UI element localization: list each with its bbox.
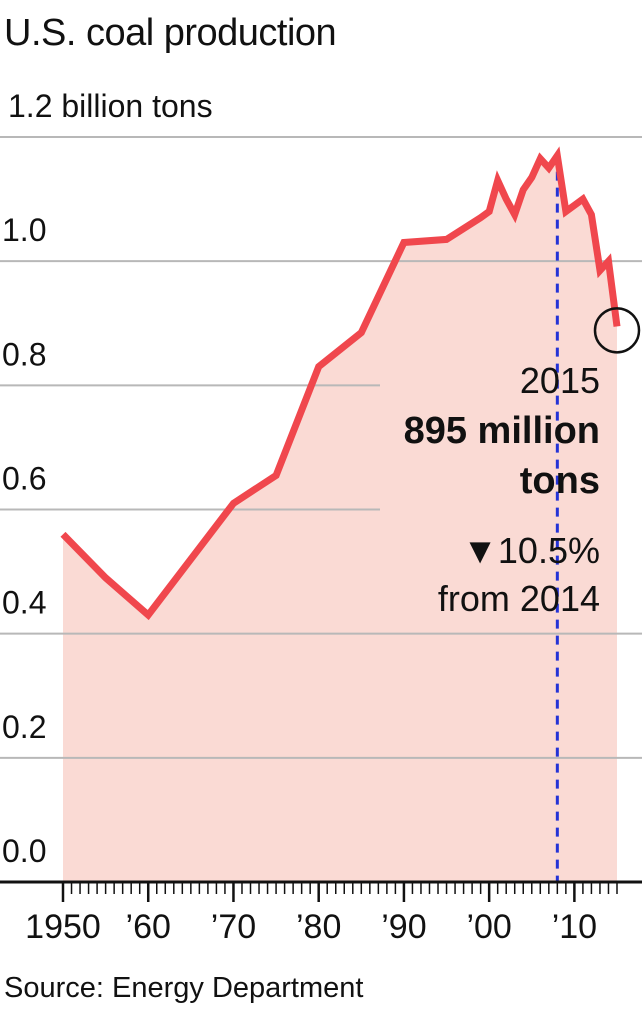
y-tick-label: 0.8	[2, 336, 46, 372]
y-tick-label: 0.4	[2, 585, 46, 621]
series-line	[60, 146, 621, 621]
annotation-year: 2015	[520, 360, 600, 401]
annotation-change: ▼10.5%	[462, 530, 600, 571]
x-tick-label: ’00	[466, 908, 511, 946]
y-tick-label: 0.0	[2, 833, 46, 869]
x-tick-label: ’70	[211, 908, 256, 946]
area-fill	[63, 155, 617, 883]
y-tick-label: 1.2 billion tons	[8, 88, 213, 124]
y-tick-label: 0.6	[2, 461, 46, 497]
x-tick-label: 1950	[25, 908, 101, 946]
y-tick-label: 1.0	[2, 212, 46, 248]
x-tick-label: ’80	[296, 908, 341, 946]
annotation-unit: tons	[520, 460, 600, 502]
y-tick-label: 0.2	[2, 709, 46, 745]
annotation-value: 895 million	[404, 410, 600, 452]
x-tick-label: ’60	[126, 908, 171, 946]
annotation-change-note: from 2014	[438, 578, 600, 619]
highlight-circle	[593, 307, 641, 354]
x-tick-label: ’90	[381, 908, 426, 946]
x-tick-label: ’10	[552, 908, 597, 946]
source-note: Source: Energy Department	[4, 972, 364, 1004]
chart-title: U.S. coal production	[4, 12, 337, 54]
